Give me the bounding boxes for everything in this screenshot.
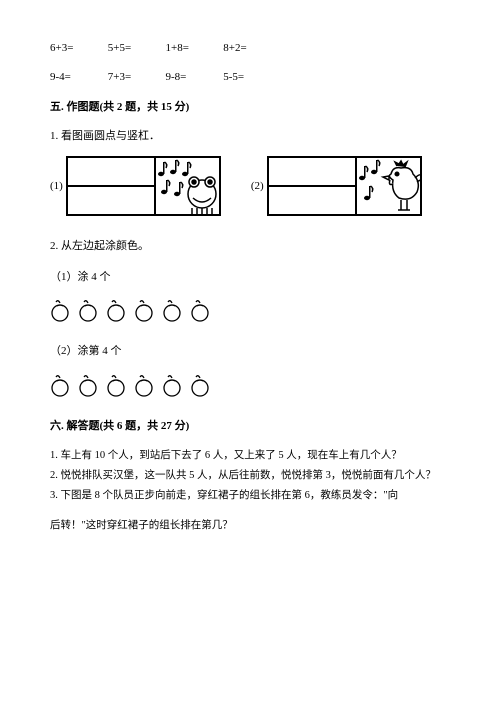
apple-icon: [134, 374, 154, 398]
eq: 9-4=: [50, 69, 105, 86]
eq: 5-5=: [223, 69, 278, 86]
eq: 5+5=: [108, 40, 163, 57]
eq: 7+3=: [108, 69, 163, 86]
apple-icon: [50, 299, 70, 323]
section5-q2: 2. 从左边起涂颜色。: [50, 238, 450, 255]
eq: 9-8=: [166, 69, 221, 86]
section5-q1: 1. 看图画圆点与竖杠．: [50, 128, 450, 145]
apple-row-1: [50, 299, 450, 323]
eq: 6+3=: [50, 40, 105, 57]
eq: 8+2=: [223, 40, 278, 57]
eq: 1+8=: [166, 40, 221, 57]
section5-title: 五. 作图题(共 2 题，共 15 分): [50, 99, 450, 116]
figure-1: (1): [50, 156, 221, 218]
rooster-figure: [267, 156, 422, 218]
equation-row-1: 6+3= 5+5= 1+8= 8+2=: [50, 40, 450, 57]
section6-q1: 1. 车上有 10 个人，到站后下去了 6 人，又上来了 5 人，现在车上有几个…: [50, 446, 450, 466]
apple-icon: [50, 374, 70, 398]
apple-icon: [106, 299, 126, 323]
apple-icon: [190, 299, 210, 323]
apple-icon: [106, 374, 126, 398]
figure-2: (2): [251, 156, 422, 218]
apple-icon: [190, 374, 210, 398]
apple-icon: [78, 299, 98, 323]
section5-q2b: （2）涂第 4 个: [50, 343, 450, 360]
section5-q2a: （1）涂 4 个: [50, 269, 450, 286]
frog-figure: [66, 156, 221, 218]
section6-q2: 2. 悦悦排队买汉堡，这一队共 5 人，从后往前数，悦悦排第 3，悦悦前面有几个…: [50, 466, 450, 486]
apple-icon: [162, 374, 182, 398]
section6-body: 1. 车上有 10 个人，到站后下去了 6 人，又上来了 5 人，现在车上有几个…: [50, 446, 450, 536]
apple-icon: [78, 374, 98, 398]
equation-row-2: 9-4= 7+3= 9-8= 5-5=: [50, 69, 450, 86]
section6-q3a: 3. 下图是 8 个队员正步向前走，穿红裙子的组长排在第 6，教练员发令："向: [50, 486, 450, 506]
section6-title: 六. 解答题(共 6 题，共 27 分): [50, 418, 450, 435]
section6-q3b: 后转！"这时穿红裙子的组长排在第几？: [50, 516, 450, 536]
apple-icon: [134, 299, 154, 323]
figures-row: (1): [50, 156, 450, 218]
figure-1-label: (1): [50, 178, 63, 195]
apple-icon: [162, 299, 182, 323]
apple-row-2: [50, 374, 450, 398]
figure-2-label: (2): [251, 178, 264, 195]
